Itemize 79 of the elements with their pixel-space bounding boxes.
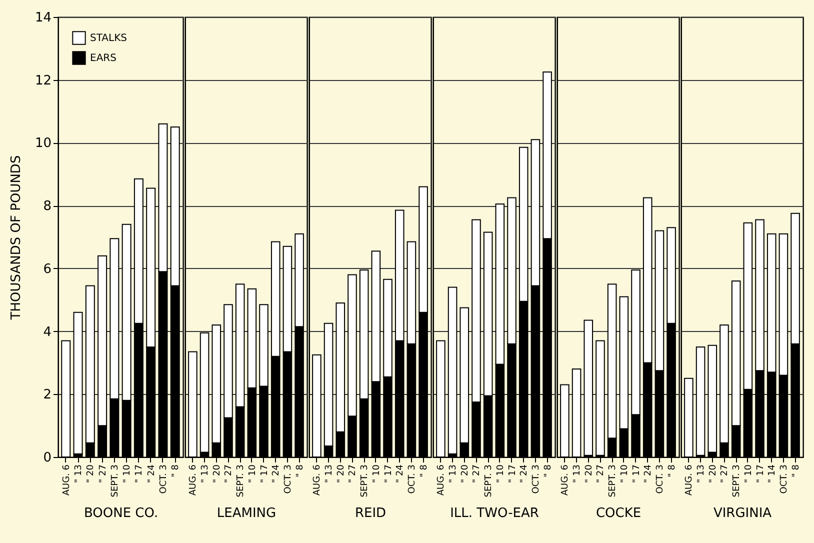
x-axis-title: LEAMING	[216, 506, 276, 522]
x-tick-label: OCT. 3	[407, 464, 418, 494]
x-tick-label: " 17	[384, 464, 394, 483]
y-tick-label: 14	[34, 10, 52, 26]
y-axis-title: THOUSANDS OF POUNDS	[8, 155, 24, 321]
x-tick-label: " 13	[200, 464, 211, 483]
bar	[73, 312, 83, 454]
x-tick-label: SEPT. 3	[484, 464, 494, 498]
x-tick-label: AUG. 6	[436, 464, 447, 496]
x-tick-label: " 10	[620, 464, 630, 483]
x-axis-title: REID	[354, 506, 386, 522]
x-tick-label: SEPT. 3	[608, 464, 618, 498]
x-tick-label: " 20	[708, 464, 718, 483]
x-tick-label: " 17	[134, 464, 145, 483]
x-tick-label: OCT. 3	[531, 464, 542, 494]
x-tick-label: " 24	[396, 464, 406, 483]
x-tick-label: OCT. 3	[158, 464, 169, 494]
x-tick-label: " 17	[632, 464, 642, 483]
y-tick-label: 8	[43, 199, 52, 214]
x-tick-label: " 24	[272, 464, 282, 483]
legend-label: STALKS	[90, 33, 127, 44]
x-tick-label: " 20	[86, 464, 96, 483]
x-tick-label: AUG. 6	[560, 464, 571, 496]
x-tick-label: " 13	[572, 464, 583, 483]
x-tick-label: " 10	[744, 464, 754, 483]
x-tick-label: " 8	[171, 464, 182, 478]
y-tick-label: 12	[34, 73, 52, 88]
y-tick-label: 6	[43, 262, 52, 277]
x-tick-label: " 13	[448, 464, 459, 483]
x-tick-label: " 8	[667, 464, 678, 478]
x-tick-label: " 10	[248, 464, 258, 483]
x-tick-label: " 8	[419, 464, 430, 478]
x-tick-label: " 8	[295, 464, 306, 478]
x-tick-label: " 27	[472, 464, 482, 483]
legend-label: EARS	[90, 53, 116, 64]
x-tick-label: " 13	[74, 464, 84, 483]
x-tick-label: " 8	[791, 464, 802, 478]
x-tick-label: OCT. 3	[779, 464, 790, 494]
x-tick-label: AUG. 6	[188, 464, 199, 496]
x-tick-label: " 27	[720, 464, 730, 483]
x-tick-label: " 20	[212, 464, 222, 483]
x-tick-label: " 8	[543, 464, 554, 478]
x-tick-label: " 13	[696, 464, 707, 483]
x-tick-label: SEPT. 3	[236, 464, 246, 498]
x-tick-label: " 20	[584, 464, 594, 483]
x-tick-label: " 20	[460, 464, 470, 483]
x-tick-label: SEPT. 3	[360, 464, 370, 498]
x-tick-label: " 27	[98, 464, 108, 483]
x-tick-label: " 10	[372, 464, 382, 483]
x-tick-label: AUG. 6	[684, 464, 695, 496]
x-tick-label: " 10	[496, 464, 506, 483]
x-tick-label: SEPT. 3	[110, 464, 120, 498]
x-tick-label: " 17	[508, 464, 518, 483]
x-tick-label: AUG. 6	[62, 464, 72, 496]
x-axis-title: COCKE	[596, 506, 642, 522]
x-tick-label: " 24	[644, 464, 654, 483]
y-tick-label: 0	[43, 450, 52, 466]
y-tick-label: 10	[34, 136, 52, 152]
x-tick-label: OCT. 3	[283, 464, 294, 494]
x-axis-title: ILL. TWO-EAR	[450, 506, 539, 522]
bar	[448, 286, 458, 454]
x-tick-label: " 17	[756, 464, 766, 483]
x-tick-label: " 20	[336, 464, 346, 483]
x-tick-label: " 27	[596, 464, 606, 483]
x-axis-title: BOONE CO.	[84, 506, 158, 522]
y-tick-label: 2	[43, 388, 52, 403]
x-tick-label: " 27	[224, 464, 234, 483]
x-tick-label: OCT. 3	[655, 464, 666, 494]
x-tick-label: " 14	[768, 464, 778, 483]
y-tick-label: 4	[43, 324, 52, 340]
x-tick-label: AUG. 6	[312, 464, 323, 496]
x-tick-label: " 27	[348, 464, 358, 483]
x-tick-label: " 13	[324, 464, 335, 483]
x-tick-label: " 24	[520, 464, 530, 483]
x-tick-label: " 10	[122, 464, 133, 483]
x-tick-label: SEPT. 3	[732, 464, 742, 498]
x-tick-label: " 17	[260, 464, 270, 483]
x-axis-title: VIRGINIA	[713, 506, 772, 522]
x-tick-label: " 24	[146, 464, 157, 483]
